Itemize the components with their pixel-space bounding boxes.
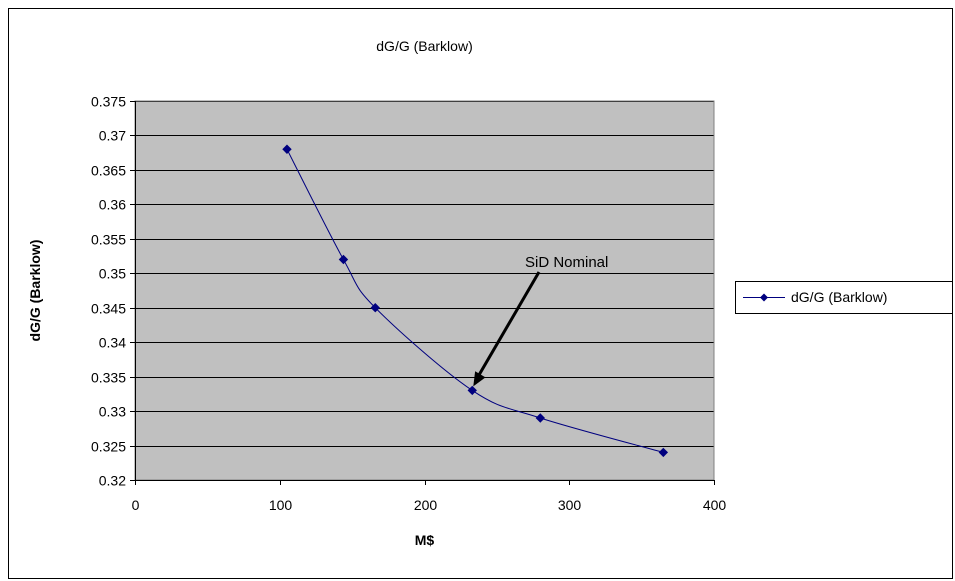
plot-area xyxy=(135,101,714,480)
x-axis-title: M$ xyxy=(415,532,435,548)
annotation-layer: SiD Nominal xyxy=(473,254,608,387)
y-tick-label: 0.345 xyxy=(91,301,126,317)
annotation-label: SiD Nominal xyxy=(525,254,608,271)
legend-label: dG/G (Barklow) xyxy=(791,289,887,305)
y-axis-title: dG/G (Barklow) xyxy=(27,240,43,342)
y-tick-label: 0.33 xyxy=(99,404,126,420)
axes xyxy=(130,101,715,485)
legend: dG/G (Barklow) xyxy=(735,281,953,314)
annotation-arrow xyxy=(473,271,541,383)
y-tick-label: 0.365 xyxy=(91,163,126,179)
y-tick-label: 0.32 xyxy=(99,473,126,489)
y-tick-label: 0.34 xyxy=(99,335,126,351)
series-line xyxy=(286,149,664,453)
chart-title: dG/G (Barklow) xyxy=(376,38,472,54)
tick-labels: 0.32 0.325 0.33 0.335 0.34 0.345 0.35 0.355 0.36… xyxy=(91,94,726,514)
chart-area: dG/G (Barklow) 0.32 0.325 0.33 0.335 0.34 0.3… xyxy=(8,8,953,579)
annotation-arrowhead xyxy=(473,371,486,387)
x-tick-label: 300 xyxy=(558,497,582,513)
legend-marker xyxy=(760,293,768,302)
x-tick-label: 0 xyxy=(132,497,140,513)
chart-svg: dG/G (Barklow) 0.320.3250.330.3350.340.3… xyxy=(27,38,953,548)
data-point xyxy=(282,144,292,154)
y-tick-label: 0.375 xyxy=(91,94,126,110)
y-tick-label: 0.355 xyxy=(91,232,126,248)
x-tick-label: 200 xyxy=(414,497,438,513)
series-layer xyxy=(282,144,669,458)
y-tick-label: 0.325 xyxy=(91,439,126,455)
y-tick-label: 0.36 xyxy=(99,197,126,213)
data-point xyxy=(658,447,669,458)
data-point xyxy=(338,254,349,265)
y-tick-label: 0.335 xyxy=(91,370,126,386)
data-point xyxy=(467,385,477,396)
data-point xyxy=(535,413,546,423)
x-tick-label: 400 xyxy=(703,497,727,513)
y-tick-label: 0.37 xyxy=(99,128,126,144)
x-tick-label: 100 xyxy=(269,497,293,513)
y-tick-label: 0.35 xyxy=(99,266,126,282)
data-point xyxy=(370,303,380,313)
